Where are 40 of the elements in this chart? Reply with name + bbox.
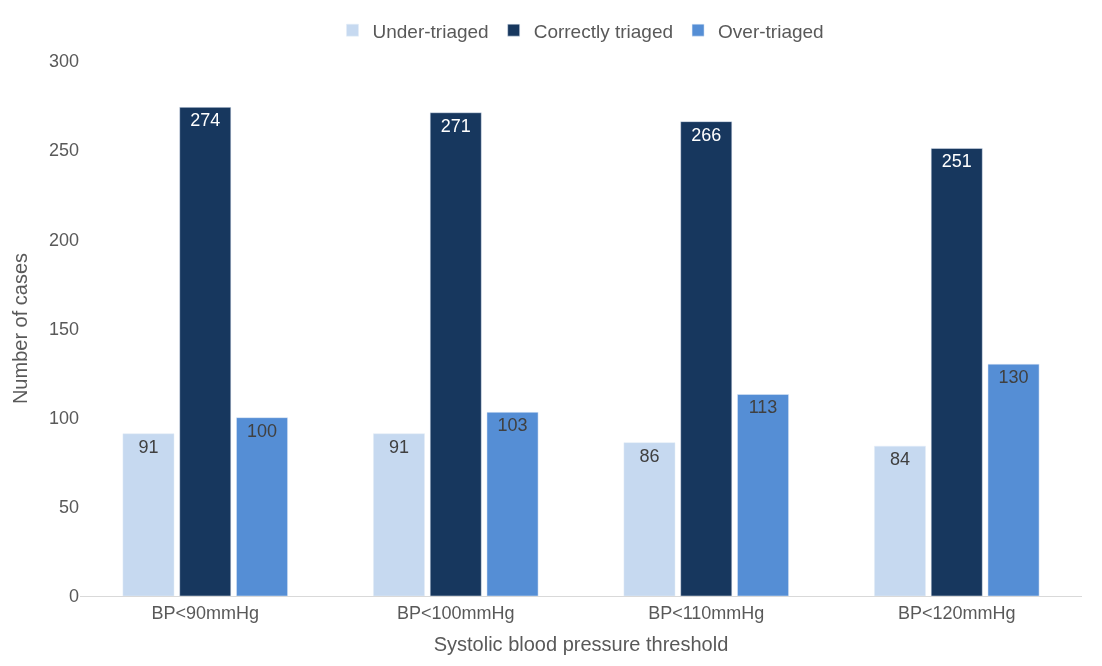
x-tick-label: BP<100mmHg	[396, 602, 515, 623]
y-tick-label: 200	[48, 229, 79, 250]
y-axis-title: Number of cases	[9, 252, 32, 405]
y-tick-label: 0	[68, 586, 79, 607]
data-label: 271	[440, 115, 471, 136]
data-label: 100	[247, 420, 278, 441]
legend-label: Correctly triaged	[533, 20, 674, 42]
bar	[429, 112, 482, 596]
legend-label: Under-triaged	[372, 20, 489, 42]
y-tick-label: 100	[48, 407, 79, 428]
y-tick-label: 300	[48, 51, 79, 72]
bar	[874, 445, 926, 596]
bar	[987, 363, 1040, 596]
bar	[623, 442, 676, 596]
bar	[236, 417, 288, 596]
y-tick-label: 250	[48, 140, 79, 161]
data-label: 266	[691, 124, 722, 145]
x-tick-label: BP<110mmHg	[648, 602, 765, 623]
bar	[737, 394, 789, 596]
data-label: 86	[639, 445, 660, 466]
data-label: 91	[388, 436, 409, 457]
bar	[930, 148, 983, 596]
y-tick-label: 50	[58, 497, 79, 518]
x-tick-label: BP<120mmHg	[897, 602, 1016, 623]
bar	[179, 107, 232, 596]
bar	[680, 121, 733, 596]
data-label: 84	[889, 449, 910, 470]
data-label: 91	[138, 436, 159, 457]
data-label: 113	[748, 397, 778, 418]
data-label: 130	[998, 367, 1029, 388]
bar	[486, 412, 539, 596]
x-tick-label: BP<90mmHg	[151, 602, 260, 623]
data-label: 251	[941, 151, 972, 172]
bar	[373, 433, 425, 596]
legend-label: Over-triaged	[718, 20, 824, 42]
y-tick-label: 150	[48, 318, 79, 339]
data-label: 274	[190, 110, 221, 131]
x-axis-title: Systolic blood pressure threshold	[433, 633, 729, 656]
bar	[122, 433, 175, 596]
data-label: 103	[497, 415, 528, 436]
